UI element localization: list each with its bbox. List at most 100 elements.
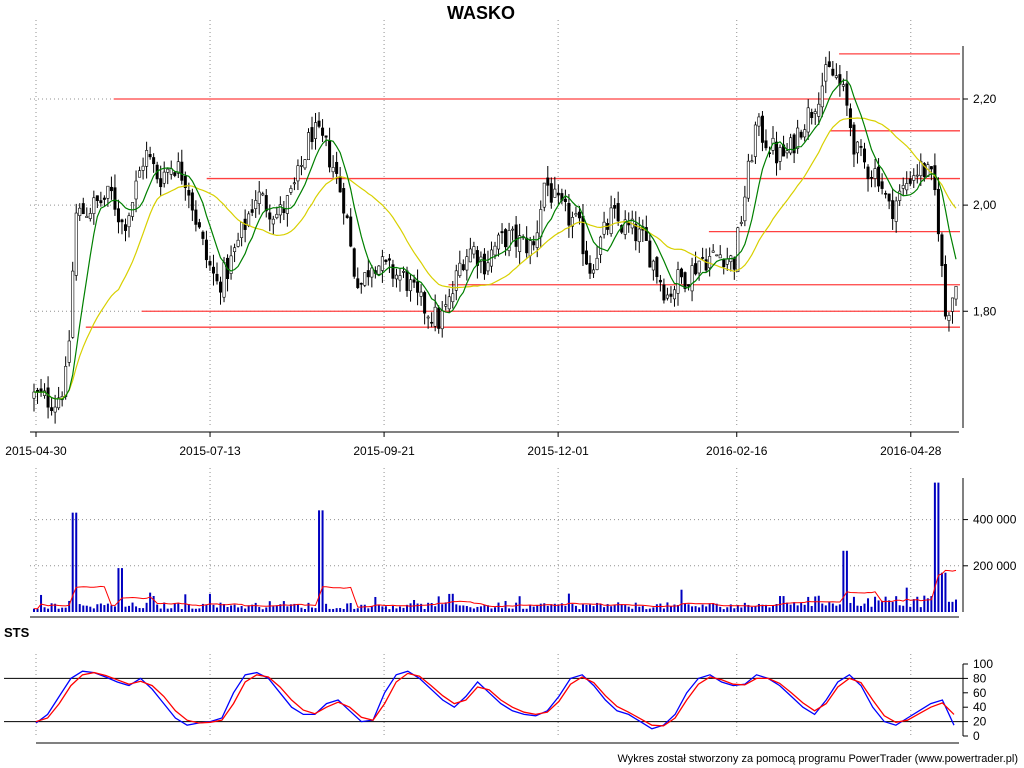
candle-body bbox=[514, 224, 518, 247]
volume-bar bbox=[754, 606, 757, 612]
candle-body bbox=[236, 239, 240, 247]
candle-body bbox=[863, 148, 867, 163]
candle-body bbox=[148, 154, 152, 158]
volume-bar bbox=[550, 604, 553, 612]
candle-body bbox=[67, 340, 71, 363]
volume-bar bbox=[444, 602, 447, 612]
volume-bar bbox=[831, 603, 834, 612]
candle-body bbox=[85, 215, 89, 218]
candle-body bbox=[113, 187, 117, 210]
candle-body bbox=[215, 273, 219, 282]
candle-body bbox=[402, 271, 406, 273]
candle-body bbox=[915, 174, 919, 177]
volume-bar bbox=[346, 603, 349, 612]
sts-y-tick-label: 60 bbox=[973, 686, 987, 700]
volume-bar bbox=[750, 606, 753, 612]
candle-body bbox=[264, 195, 268, 212]
volume-bar bbox=[772, 605, 775, 612]
candle-body bbox=[268, 212, 272, 220]
volume-bar bbox=[275, 605, 278, 612]
volume-bar bbox=[156, 604, 159, 612]
candle-body bbox=[32, 391, 36, 399]
volume-bar bbox=[578, 609, 581, 612]
volume-bar bbox=[522, 608, 525, 612]
volume-bar bbox=[606, 604, 609, 612]
candle-body bbox=[377, 265, 381, 275]
volume-bar bbox=[240, 605, 243, 612]
volume-bar bbox=[166, 608, 169, 612]
volume-bar bbox=[103, 605, 106, 612]
volume-bar bbox=[824, 605, 827, 612]
candle-body bbox=[718, 254, 722, 259]
volume-bar bbox=[610, 606, 613, 612]
volume-bar bbox=[933, 482, 936, 612]
volume-bar bbox=[335, 608, 338, 612]
sts-y-tick-label: 100 bbox=[973, 657, 993, 671]
volume-bar bbox=[43, 607, 46, 612]
candle-body bbox=[173, 172, 177, 176]
volume-bar bbox=[441, 604, 444, 612]
candle-body bbox=[152, 157, 156, 165]
candle-body bbox=[651, 260, 655, 271]
volume-bar bbox=[434, 606, 437, 612]
volume-bar bbox=[374, 596, 377, 612]
volume-bar bbox=[529, 604, 532, 612]
candle-body bbox=[697, 260, 701, 274]
volume-bar bbox=[370, 605, 373, 612]
candle-body bbox=[106, 185, 110, 199]
candle-body bbox=[159, 178, 163, 188]
volume-bar bbox=[194, 608, 197, 612]
volume-bar bbox=[321, 510, 324, 612]
volume-bar bbox=[543, 603, 546, 612]
candle-body bbox=[123, 224, 127, 231]
candle-body bbox=[778, 147, 782, 162]
volume-bar bbox=[655, 604, 658, 612]
candle-body bbox=[570, 217, 574, 227]
volume-bar bbox=[128, 605, 131, 612]
candle-body bbox=[222, 262, 226, 298]
volume-bar bbox=[219, 602, 222, 612]
candle-body bbox=[715, 254, 719, 257]
candle-body bbox=[349, 216, 353, 247]
volume-bar bbox=[708, 603, 711, 612]
volume-bar bbox=[57, 608, 60, 612]
volume-bar bbox=[244, 608, 247, 612]
candle-body bbox=[894, 200, 898, 222]
candle-body bbox=[676, 269, 680, 294]
candle-body bbox=[877, 166, 881, 187]
volume-bar bbox=[508, 608, 511, 612]
candle-body bbox=[88, 213, 92, 219]
volume-bar bbox=[662, 608, 665, 612]
volume-bar bbox=[719, 606, 722, 612]
volume-bar bbox=[117, 568, 120, 612]
volume-bar bbox=[599, 603, 602, 612]
volume-bar bbox=[747, 604, 750, 612]
volume-bar bbox=[85, 605, 88, 612]
candle-body bbox=[180, 161, 184, 181]
candle-body bbox=[493, 245, 497, 256]
volume-bar bbox=[96, 604, 99, 612]
candle-body bbox=[511, 228, 515, 231]
volume-bar bbox=[814, 596, 817, 612]
volume-bar bbox=[902, 605, 905, 612]
volume-bar bbox=[557, 604, 560, 612]
candle-body bbox=[176, 161, 180, 174]
candle-body bbox=[672, 289, 676, 300]
x-tick-label: 2015-04-30 bbox=[5, 444, 67, 458]
volume-bar bbox=[729, 604, 732, 612]
volume-bar bbox=[138, 608, 141, 612]
candle-body bbox=[574, 213, 578, 216]
volume-bar bbox=[553, 603, 556, 612]
volume-bar bbox=[673, 604, 676, 612]
volume-bar bbox=[564, 605, 567, 612]
volume-average-line bbox=[33, 569, 957, 610]
candle-body bbox=[219, 281, 223, 293]
candle-body bbox=[81, 203, 85, 215]
candle-body bbox=[257, 191, 261, 204]
candle-body bbox=[134, 180, 138, 200]
candle-body bbox=[71, 270, 75, 338]
volume-bar bbox=[398, 606, 401, 612]
candle-body bbox=[567, 203, 571, 226]
candle-body bbox=[704, 259, 708, 271]
volume-bar bbox=[631, 608, 634, 612]
